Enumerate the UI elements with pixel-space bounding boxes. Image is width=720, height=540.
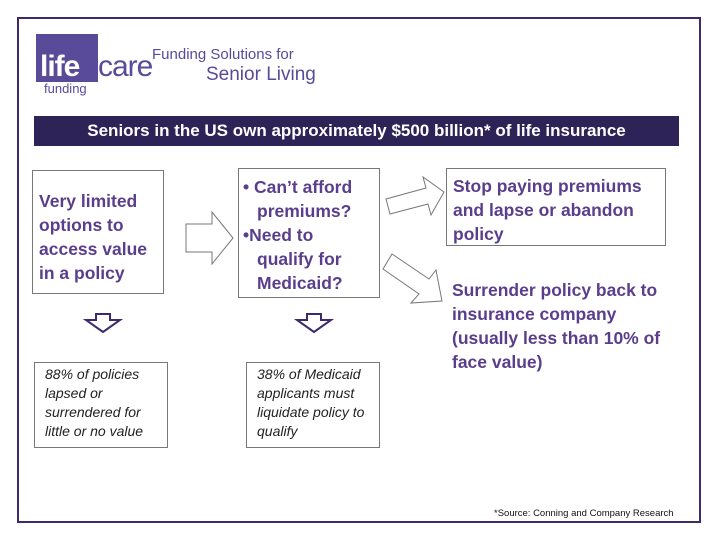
logo-life-text: life: [40, 50, 80, 83]
limited-options-text: Very limited options to access value in …: [39, 191, 148, 283]
cant-afford-text: • Can’t afford premiums?: [243, 177, 353, 221]
lapsed-stat-box: 88% of policies lapsed or surrendered fo…: [34, 362, 168, 448]
lifecare-logo: life care funding: [36, 34, 153, 96]
lapsed-stat-text: 88% of policies lapsed or surrendered fo…: [45, 366, 144, 439]
tagline-line2: Senior Living: [206, 64, 316, 85]
need-medicaid-text: •Need to qualify for Medicaid?: [243, 225, 343, 293]
surrender-text: Surrender policy back to insurance compa…: [452, 280, 661, 372]
stop-paying-box: Stop paying premiums and lapse or abando…: [446, 168, 666, 246]
slide-frame: [17, 17, 701, 523]
stop-paying-text: Stop paying premiums and lapse or abando…: [453, 176, 642, 244]
right-arrow-icon: [185, 210, 234, 266]
logo-funding-text: funding: [44, 81, 87, 96]
source-note: *Source: Conning and Company Research: [494, 508, 674, 519]
limited-options-box: Very limited options to access value in …: [32, 170, 164, 294]
up-right-arrow-icon: [385, 175, 445, 217]
logo-block: [36, 34, 98, 82]
medicaid-stat-text: 38% of Medicaid applicants must liquidat…: [257, 366, 365, 439]
logo-care-text: care: [98, 50, 153, 83]
down-right-arrow-icon: [382, 253, 443, 304]
down-arrow-icon: [293, 313, 335, 334]
tagline-line1: Funding Solutions for: [152, 46, 294, 63]
medicaid-stat-box: 38% of Medicaid applicants must liquidat…: [246, 362, 380, 448]
down-arrow-icon: [82, 313, 124, 334]
reasons-box: • Can’t afford premiums? •Need to qualif…: [238, 168, 380, 298]
headline-banner: Seniors in the US own approximately $500…: [34, 116, 679, 146]
